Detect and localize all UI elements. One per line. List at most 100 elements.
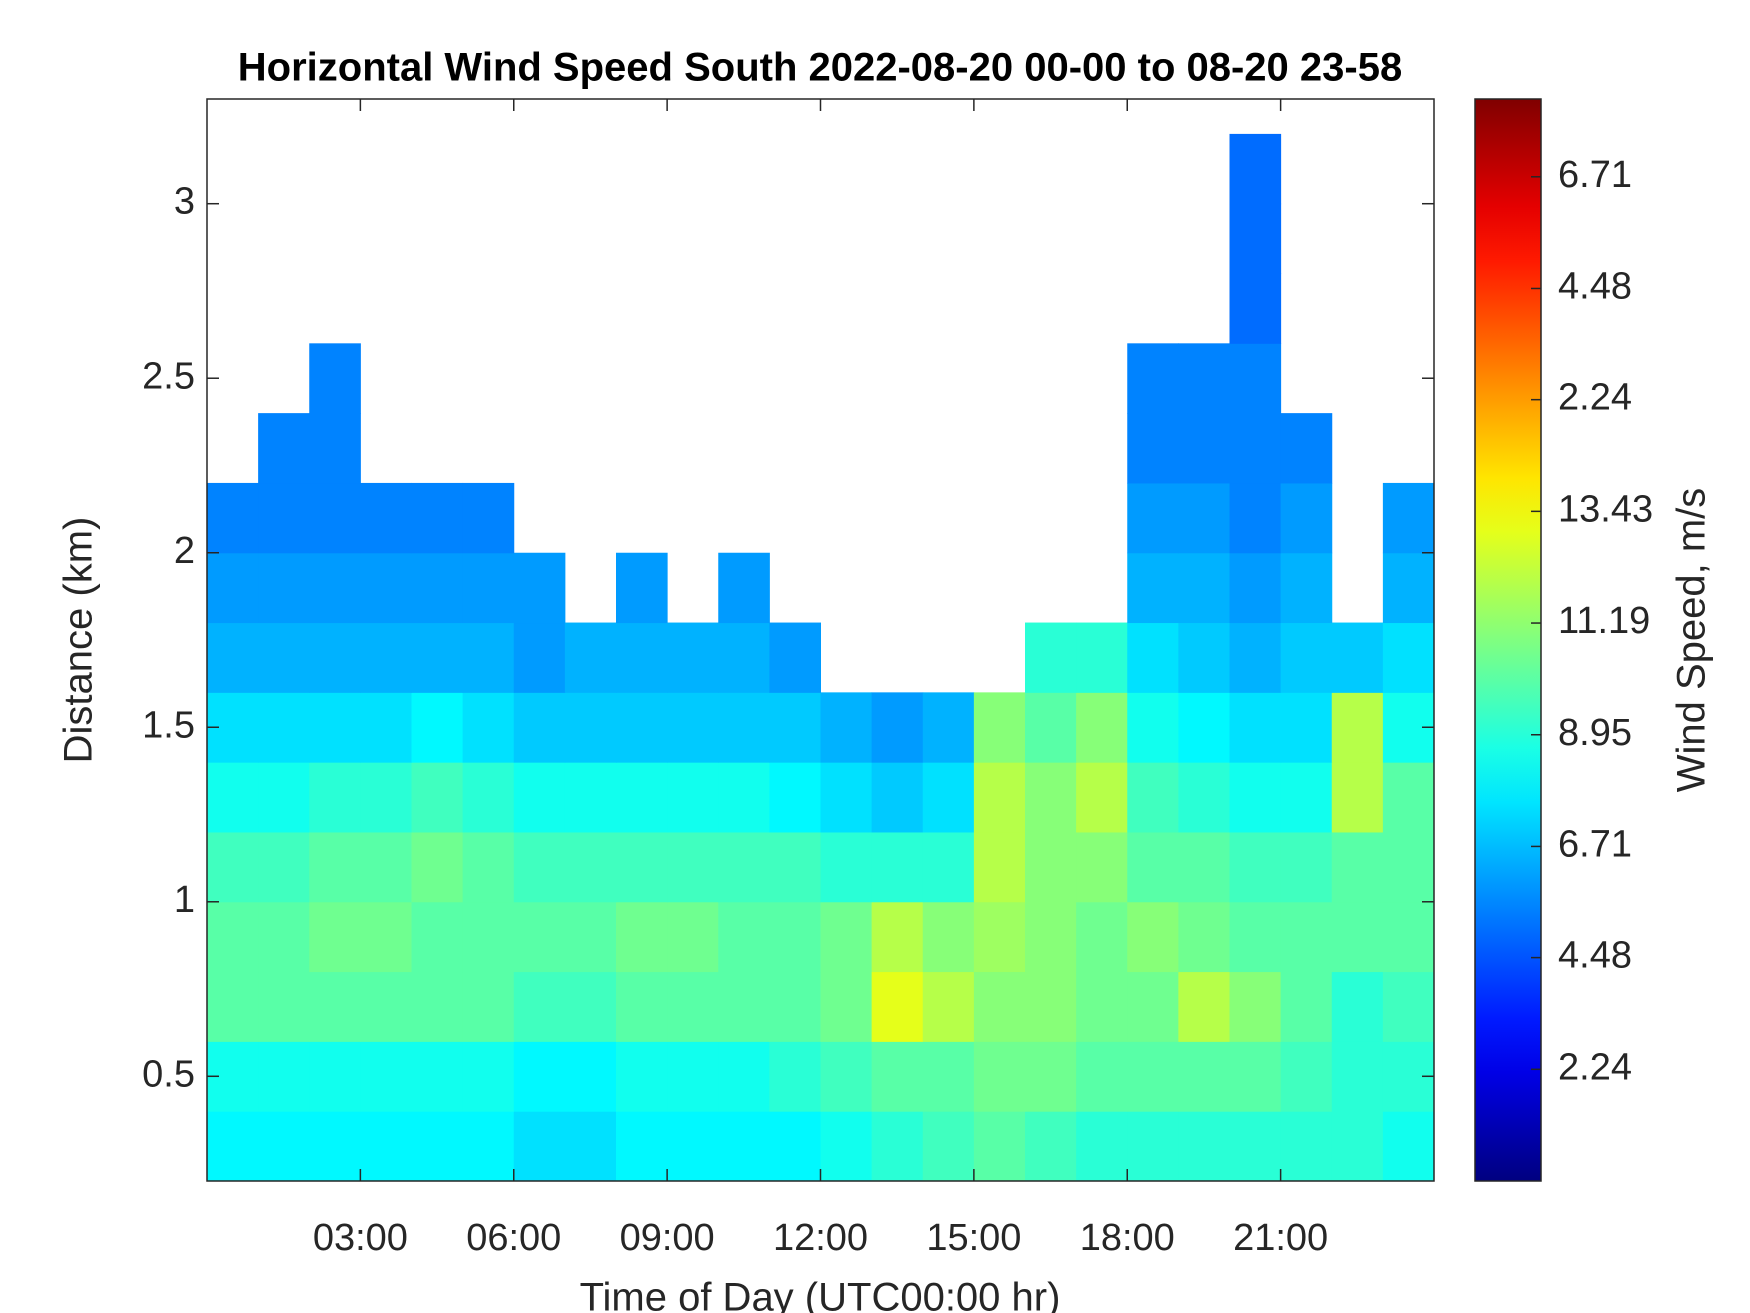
heatmap-cell [718,1041,770,1112]
heatmap-cell [1229,343,1282,414]
heatmap-cell [871,1111,924,1181]
heatmap-cell [309,482,361,554]
heatmap-cell [871,1041,924,1112]
heatmap-cell [616,552,668,624]
x-tick-label: 03:00 [313,1217,408,1259]
heatmap [207,133,1434,1181]
colorbar-tick-label: 11.19 [1558,600,1650,642]
heatmap-cell [616,692,668,763]
heatmap-cell [1178,552,1230,624]
heatmap-cell [616,901,668,973]
heatmap-cell [973,762,1026,833]
heatmap-cell [1076,971,1128,1042]
heatmap-cell [667,622,719,693]
heatmap-cell [769,1111,821,1181]
x-tick-label: 21:00 [1233,1217,1328,1259]
colorbar-tick-label: 6.71 [1558,154,1632,196]
heatmap-cell [207,622,259,693]
heatmap-cell [1331,901,1384,973]
heatmap-cell [1229,1041,1282,1112]
heatmap-cell [360,1041,412,1112]
y-tick-label: 2 [174,530,195,572]
heatmap-cell [1076,1041,1128,1112]
heatmap-cell [769,971,821,1042]
colorbar-tick-label: 4.48 [1558,266,1632,308]
heatmap-cell [462,552,515,624]
heatmap-cell [1178,1111,1230,1181]
heatmap-cell [258,971,310,1042]
heatmap-cell [513,692,566,763]
heatmap-cell [718,692,770,763]
heatmap-cell [1127,552,1179,624]
heatmap-cell [718,552,770,624]
heatmap-cell [360,552,412,624]
heatmap-cell [411,901,464,973]
heatmap-cell [1229,552,1282,624]
heatmap-cell [258,1111,310,1181]
heatmap-cell [360,692,412,763]
heatmap-cell [1229,482,1282,554]
heatmap-cell [360,831,412,903]
heatmap-cell [309,901,361,973]
heatmap-cell [820,692,873,763]
heatmap-cell [922,901,975,973]
heatmap-cell [309,971,361,1042]
heatmap-cell [513,622,566,693]
heatmap-cell [616,831,668,903]
heatmap-cell [411,482,464,554]
heatmap-cell [207,901,259,973]
heatmap-cell [258,413,310,484]
heatmap-cell [462,762,515,833]
heatmap-cell [1229,622,1282,693]
x-tick-label: 12:00 [773,1217,868,1259]
heatmap-cell [360,482,412,554]
heatmap-cell [309,1041,361,1112]
heatmap-cell [922,1111,975,1181]
heatmap-cell [462,901,515,973]
heatmap-cell [820,1041,873,1112]
heatmap-cell [718,901,770,973]
heatmap-cell [1127,901,1179,973]
heatmap-cell [1280,413,1333,484]
heatmap-cell [1229,901,1282,973]
heatmap-cell [718,762,770,833]
heatmap-cell [616,762,668,833]
heatmap-cell [1025,692,1077,763]
colorbar-label: Wind Speed, m/s [1670,488,1714,793]
heatmap-cell [973,831,1026,903]
heatmap-cell [1229,831,1282,903]
heatmap-cell [820,762,873,833]
heatmap-cell [973,692,1026,763]
heatmap-cell [973,971,1026,1042]
heatmap-cell [1025,1041,1077,1112]
heatmap-cell [360,971,412,1042]
heatmap-cell [1178,343,1230,414]
heatmap-cell [1127,413,1179,484]
heatmap-cell [1178,413,1230,484]
heatmap-cell [973,1041,1026,1112]
heatmap-cell [360,762,412,833]
heatmap-cell [1178,831,1230,903]
heatmap-cell [309,552,361,624]
x-tick-label: 06:00 [466,1217,561,1259]
heatmap-cell [1229,133,1282,205]
heatmap-cell [1331,762,1384,833]
heatmap-cell [207,971,259,1042]
y-tick-label: 1 [174,879,195,921]
heatmap-cell [871,762,924,833]
heatmap-cell [667,831,719,903]
heatmap-cell [1229,692,1282,763]
heatmap-cell [462,622,515,693]
y-tick-label: 2.5 [142,355,195,397]
heatmap-cell [718,622,770,693]
heatmap-cell [462,692,515,763]
heatmap-cell [820,901,873,973]
heatmap-cell [258,901,310,973]
heatmap-cell [1229,273,1282,344]
heatmap-cell [667,971,719,1042]
heatmap-cell [769,762,821,833]
heatmap-cell [667,762,719,833]
heatmap-cell [667,1041,719,1112]
x-axis-label: Time of Day (UTC00:00 hr) [580,1276,1061,1313]
